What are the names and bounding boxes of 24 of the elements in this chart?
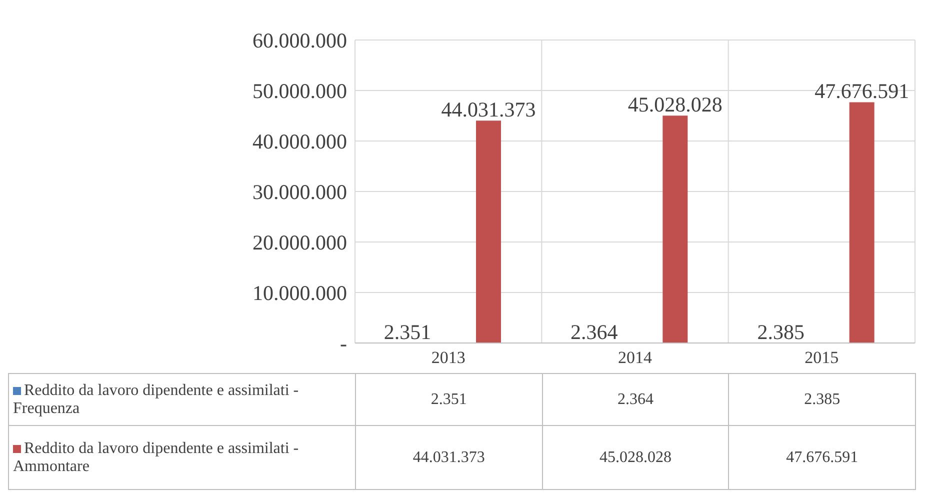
y-tick-label: 50.000.000 xyxy=(252,78,347,103)
y-tick-label: 30.000.000 xyxy=(252,180,347,204)
data-label: 2.364 xyxy=(542,374,729,426)
text: 2.364 xyxy=(570,320,618,344)
text: 47.676.591 xyxy=(814,79,910,104)
y-tick-label: 60.000.000 xyxy=(252,28,347,52)
text: 2.351 xyxy=(384,320,432,344)
data-label: 45.028.028 xyxy=(542,426,729,490)
x-tick-label: 2013 xyxy=(431,348,466,368)
data-label: 2.351 xyxy=(356,374,542,426)
y-tick-label: - xyxy=(340,331,347,356)
text: 45.028.028 xyxy=(628,92,722,117)
data-label: 47.676.591 xyxy=(728,426,916,490)
legend-label: Reddito da lavoro dipendente e assimilati - Ammontare xyxy=(8,426,356,490)
x-tick-label: 2014 xyxy=(618,348,652,368)
y-tick-label: 10.000.000 xyxy=(252,280,347,305)
y-tick-label: 40.000.000 xyxy=(252,129,347,154)
x-tick-label: 2015 xyxy=(804,348,839,368)
legend-label: Reddito da lavoro dipendente e assimilati - Frequenza xyxy=(8,374,356,426)
y-tick-label: 20.000.000 xyxy=(252,230,347,254)
data-label: 2.385 xyxy=(728,374,916,426)
text: 2.385 xyxy=(757,320,804,344)
data-label: 44.031.373 xyxy=(356,426,542,490)
text: 44.031.373 xyxy=(441,98,536,122)
